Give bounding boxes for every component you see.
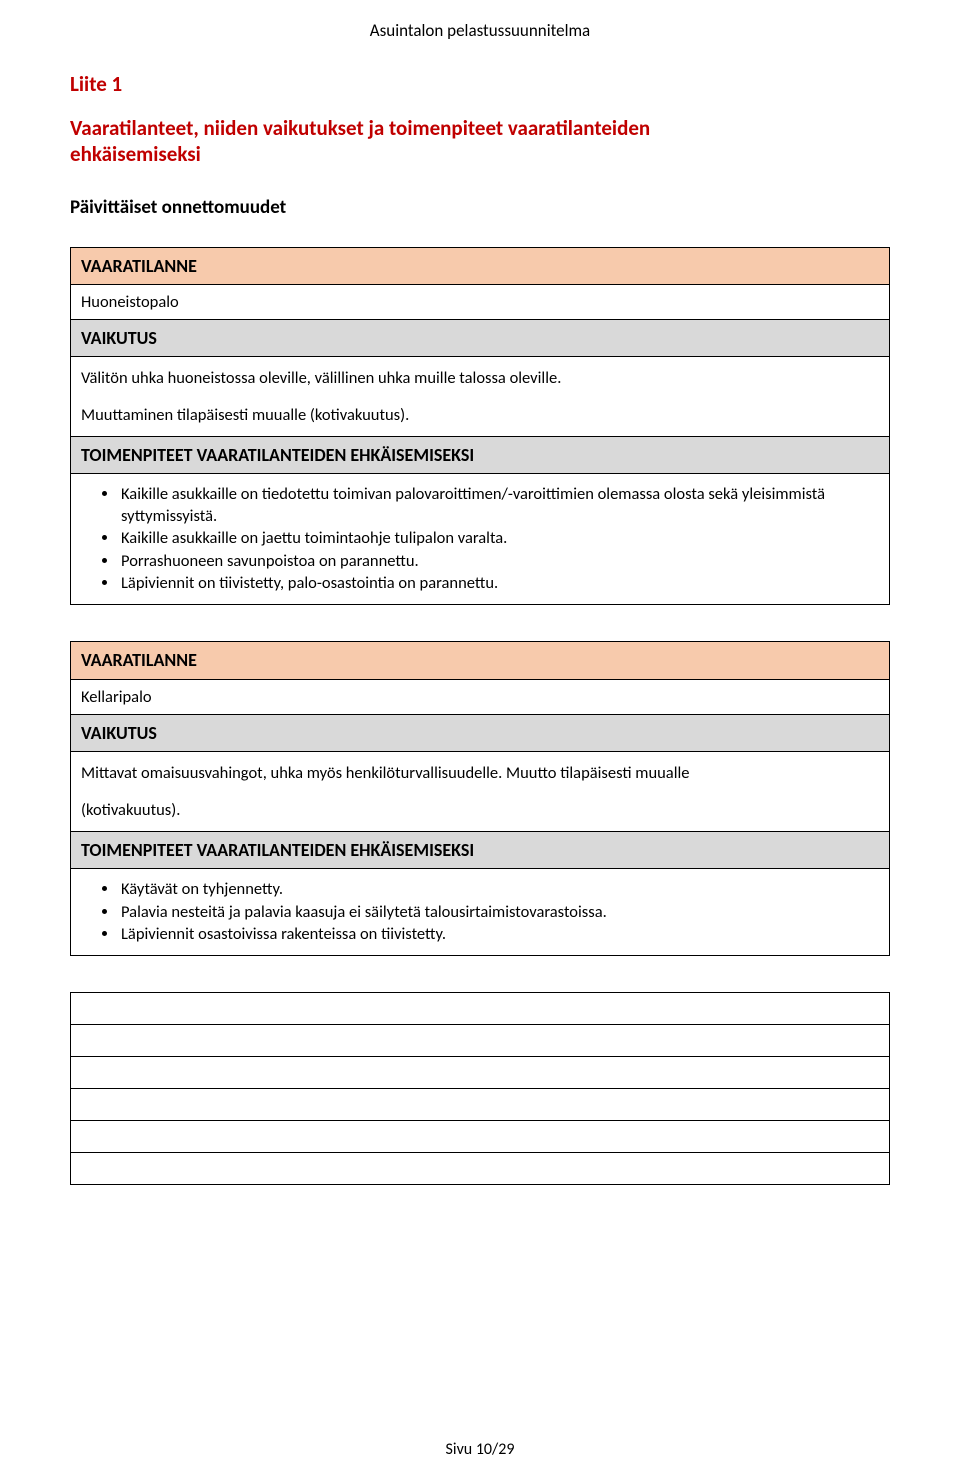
vaikutus-p-2-1: (kotivakuutus). — [81, 799, 879, 821]
table-row — [71, 1057, 890, 1089]
toimenpiteet-content-1: Kaikille asukkaille on tiedotettu toimiv… — [71, 474, 890, 605]
vaaratilanne-header-1: VAARATILANNE — [71, 247, 890, 284]
page: Asuintalon pelastussuunnitelma Liite 1 V… — [0, 0, 960, 1479]
toimenpiteet-header-1: TOIMENPITEET VAARATILANTEIDEN EHKÄISEMIS… — [71, 436, 890, 473]
page-footer: Sivu 10/29 — [0, 1440, 960, 1459]
main-title-line-2: ehkäisemiseksi — [70, 141, 201, 167]
table-row — [71, 993, 890, 1025]
liite-label: Liite 1 — [70, 71, 890, 97]
list-item: Käytävät on tyhjennetty. — [119, 879, 879, 900]
section-1: VAARATILANNE Huoneistopalo VAIKUTUS Väli… — [70, 247, 890, 606]
vaaratilanne-value-1: Huoneistopalo — [71, 284, 890, 319]
list-item: Porrashuoneen savunpoistoa on parannettu… — [119, 551, 879, 572]
vaikutus-header-1: VAIKUTUS — [71, 320, 890, 357]
table-row — [71, 1153, 890, 1185]
list-item: Läpiviennit on tiivistetty, palo-osastoi… — [119, 573, 879, 594]
vaikutus-p-2-0: Mittavat omaisuusvahingot, uhka myös hen… — [81, 762, 879, 784]
list-item: Kaikille asukkaille on tiedotettu toimiv… — [119, 484, 879, 527]
toimenpiteet-content-2: Käytävät on tyhjennetty. Palavia nesteit… — [71, 869, 890, 956]
toimenpiteet-list-2: Käytävät on tyhjennetty. Palavia nesteit… — [81, 879, 879, 945]
empty-table — [70, 992, 890, 1185]
vaikutus-content-2: Mittavat omaisuusvahingot, uhka myös hen… — [71, 752, 890, 832]
main-title: Vaaratilanteet, niiden vaikutukset ja to… — [70, 115, 890, 168]
document-header: Asuintalon pelastussuunnitelma — [70, 20, 890, 41]
main-title-line-1: Vaaratilanteet, niiden vaikutukset ja to… — [70, 115, 650, 141]
table-row — [71, 1089, 890, 1121]
vaikutus-content-1: Välitön uhka huoneistossa oleville, väli… — [71, 357, 890, 437]
toimenpiteet-header-2: TOIMENPITEET VAARATILANTEIDEN EHKÄISEMIS… — [71, 831, 890, 868]
empty-rows-table — [70, 992, 890, 1185]
list-item: Palavia nesteitä ja palavia kaasuja ei s… — [119, 902, 879, 923]
section-2: VAARATILANNE Kellaripalo VAIKUTUS Mittav… — [70, 641, 890, 956]
vaaratilanne-header-2: VAARATILANNE — [71, 642, 890, 679]
list-item: Läpiviennit osastoivissa rakenteissa on … — [119, 924, 879, 945]
vaikutus-header-2: VAIKUTUS — [71, 714, 890, 751]
toimenpiteet-list-1: Kaikille asukkaille on tiedotettu toimiv… — [81, 484, 879, 594]
list-item: Kaikille asukkaille on jaettu toimintaoh… — [119, 528, 879, 549]
vaikutus-p-1-0: Välitön uhka huoneistossa oleville, väli… — [81, 367, 879, 389]
vaikutus-p-1-1: Muuttaminen tilapäisesti muualle (kotiva… — [81, 404, 879, 426]
table-row — [71, 1121, 890, 1153]
vaaratilanne-value-2: Kellaripalo — [71, 679, 890, 714]
table-row — [71, 1025, 890, 1057]
sub-title: Päivittäiset onnettomuudet — [70, 196, 890, 219]
